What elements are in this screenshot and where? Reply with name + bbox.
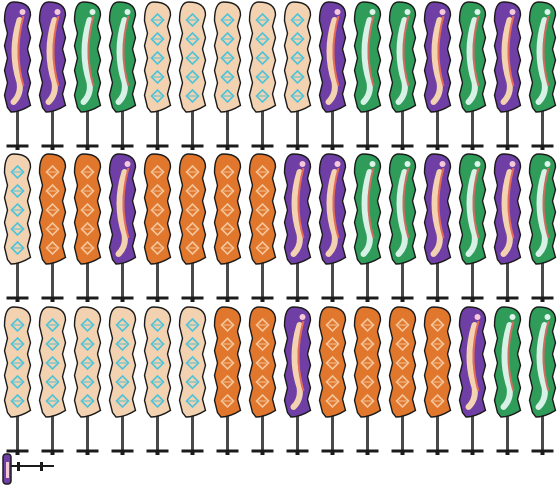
banner-tan [38,306,67,455]
banner-tan [3,306,32,455]
banner-purple [38,1,67,150]
banner-purple [458,306,487,455]
banner-purple [423,153,452,302]
banner-purple [423,1,452,150]
banner-tan [248,1,277,150]
banner-tan [143,1,172,150]
banner-tan [143,306,172,455]
banner-green [388,153,417,302]
small-banner-icon [2,453,54,485]
banner-green [108,1,137,150]
banner-green [73,1,102,150]
banner-orange [353,306,382,455]
banner-purple [318,153,347,302]
banner-orange [318,306,347,455]
banner-purple [493,1,522,150]
banner-orange [38,153,67,302]
banner-green [388,1,417,150]
banner-green [353,1,382,150]
banner-orange [73,153,102,302]
banner-purple [493,153,522,302]
banner-orange [248,153,277,302]
banner-green [353,153,382,302]
banner-green [493,306,522,455]
banner-orange [178,153,207,302]
banner-tan [213,1,242,150]
banner-purple [283,306,312,455]
banner-orange [213,153,242,302]
banner-orange [388,306,417,455]
banner-green [458,153,487,302]
banner-green [528,1,557,150]
banner-orange [423,306,452,455]
banner-purple [283,153,312,302]
banner-purple [318,1,347,150]
banner-tan [283,1,312,150]
banner-tan [3,153,32,302]
banner-orange [213,306,242,455]
banner-tan [178,306,207,455]
banner-orange [248,306,277,455]
banner-tan [178,1,207,150]
banner-orange [143,153,172,302]
banner-green [528,306,557,455]
banner-green [458,1,487,150]
banner-purple [3,1,32,150]
banner-green [528,153,557,302]
banner-purple [108,153,137,302]
banner-tan [108,306,137,455]
banner-tan [73,306,102,455]
